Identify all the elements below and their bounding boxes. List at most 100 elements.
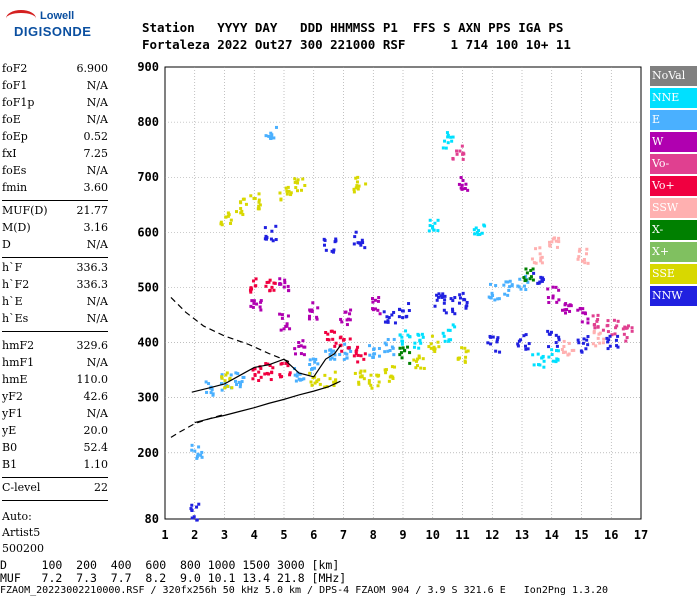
echo-point [349, 308, 353, 312]
echo-point [443, 298, 447, 302]
echo-point [200, 450, 204, 454]
echo-point [560, 348, 564, 352]
echo-point [436, 340, 440, 344]
echo-point [417, 354, 421, 358]
echo-point [557, 240, 561, 244]
echo-point [403, 349, 407, 353]
y-tick-label: 80 [145, 512, 159, 526]
echo-point [412, 358, 416, 362]
echo-point [255, 302, 259, 306]
echo-point [418, 339, 422, 343]
echo-point [453, 312, 457, 316]
echo-point [274, 224, 278, 228]
header-line2: Fortaleza 2022 Out27 300 221000 RSF 1 71… [142, 37, 571, 52]
echo-point [390, 365, 394, 369]
echo-point [432, 228, 436, 232]
x-tick-label: 13 [515, 528, 529, 542]
echo-point [332, 380, 336, 384]
echo-point [197, 445, 201, 449]
echo-point [568, 303, 572, 307]
auto-line1: Auto: [2, 510, 32, 523]
echo-point [358, 371, 362, 375]
echo-point [270, 370, 274, 374]
echo-point [606, 347, 610, 351]
echo-point [578, 247, 582, 251]
echo-point [297, 344, 301, 348]
x-tick-label: 17 [634, 528, 648, 542]
echo-point [412, 345, 416, 349]
echo-point [226, 384, 230, 388]
legend-item-ssw: SSW [650, 198, 697, 218]
echo-point [567, 352, 571, 356]
echo-point [293, 177, 297, 181]
echo-point [441, 292, 445, 296]
legend-item-x: X+ [650, 242, 697, 262]
echo-point [477, 229, 481, 233]
echo-point [465, 300, 469, 304]
echo-point [278, 191, 282, 195]
legend-item-sse: SSE [650, 264, 697, 284]
echo-point [252, 301, 256, 305]
echo-point [472, 228, 476, 232]
echo-point [435, 298, 439, 302]
echo-point [192, 515, 196, 519]
echo-point [357, 184, 361, 188]
echo-point [268, 278, 272, 282]
echo-point [310, 367, 314, 371]
echo-point [333, 370, 337, 374]
echo-point [463, 346, 467, 350]
echo-point [550, 353, 554, 357]
echo-point [220, 375, 224, 379]
echo-point [298, 372, 302, 376]
x-tick-label: 4 [251, 528, 258, 542]
echo-point [398, 353, 402, 357]
echo-point [532, 261, 536, 265]
echo-point [495, 338, 499, 342]
echo-point [488, 296, 492, 300]
legend-item-x: X- [650, 220, 697, 240]
echo-point [525, 271, 529, 275]
echo-point [615, 324, 619, 328]
echo-point [348, 312, 352, 316]
param-value: 336.3 [76, 278, 109, 291]
echo-point [239, 382, 243, 386]
echo-point [360, 375, 364, 379]
echo-point [251, 368, 255, 372]
echo-point [234, 371, 238, 375]
param-value: N/A [86, 238, 108, 251]
echo-point [345, 323, 349, 327]
echo-point [554, 341, 558, 345]
echo-point [449, 135, 453, 139]
param-key: foF1 [2, 79, 28, 92]
echo-point [583, 311, 587, 315]
echo-point [522, 334, 526, 338]
echo-point [576, 308, 580, 312]
echo-point [458, 149, 462, 153]
echo-point [224, 215, 228, 219]
echo-point [404, 329, 408, 333]
echo-point [274, 125, 278, 129]
echo-point [299, 344, 303, 348]
echo-point [516, 344, 520, 348]
echo-point [253, 367, 257, 371]
echo-point [557, 338, 561, 342]
echo-point [581, 259, 585, 263]
echo-point [195, 505, 199, 509]
echo-point [419, 341, 423, 345]
echo-point [347, 317, 351, 321]
echo-point [421, 335, 425, 339]
echo-point [557, 236, 561, 240]
echo-point [595, 319, 599, 323]
param-key: yE [2, 424, 17, 437]
echo-point [548, 243, 552, 247]
echo-point [310, 308, 314, 312]
echo-point [264, 134, 268, 138]
echo-point [285, 192, 289, 196]
echo-point [234, 210, 238, 214]
echo-point [282, 285, 286, 289]
param-value: 336.3 [76, 261, 109, 274]
echo-point [376, 308, 380, 312]
echo-point [356, 241, 360, 245]
param-value: N/A [86, 356, 108, 369]
echo-point [463, 298, 467, 302]
